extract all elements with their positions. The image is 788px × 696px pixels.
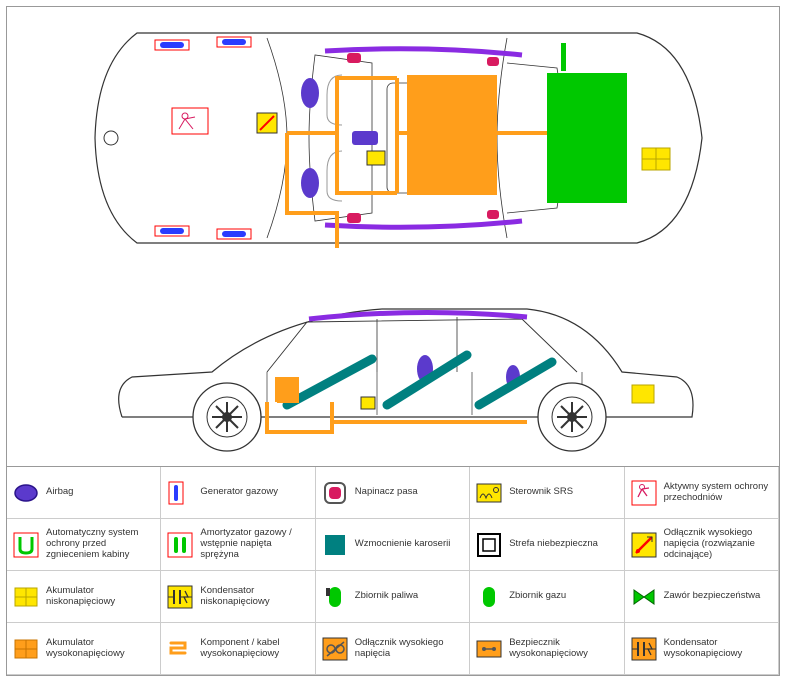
legend-pedestrian: Aktywny system ochrony przechodniów (625, 467, 779, 519)
legend-srs: Sterownik SRS (470, 467, 624, 519)
legend-fueltank: Zbiornik paliwa (316, 571, 470, 623)
legend-label: Zawór bezpieczeństwa (664, 591, 761, 602)
airbag-icon (11, 478, 41, 508)
legend-reinforce: Wzmocnienie karoserii (316, 519, 470, 571)
car-top-view (77, 13, 717, 263)
reinforce-icon (320, 530, 350, 560)
hvfuse-icon (474, 634, 504, 664)
legend-pretension: Napinacz pasa (316, 467, 470, 519)
legend-airbag: Airbag (7, 467, 161, 519)
danger-icon (474, 530, 504, 560)
legend-label: Zbiornik paliwa (355, 591, 418, 602)
legend-label: Automatyczny system ochrony przed zgniec… (46, 528, 156, 561)
hvdisc-icon (320, 634, 350, 664)
gastank-icon (474, 582, 504, 612)
legend-gasdamper: Amortyzator gazowy / wstępnie napięta sp… (161, 519, 315, 571)
hvcable-icon (165, 634, 195, 664)
pedestrian-icon (629, 478, 659, 508)
legend-label: Strefa niebezpieczna (509, 539, 598, 550)
car-diagrams (7, 7, 779, 467)
legend-label: Sterownik SRS (509, 487, 573, 498)
legend-hvcable: Komponent / kabel wysokonapięciowy (161, 623, 315, 675)
legend-hvcap: Kondensator wysokonapięciowy (625, 623, 779, 675)
legend-gasgen: Generator gazowy (161, 467, 315, 519)
legend-label: Komponent / kabel wysokonapięciowy (200, 638, 310, 660)
legend-lvbatt: Akumulator niskonapięciowy (7, 571, 161, 623)
legend-hvfuse: Bezpiecznik wysokonapięciowy (470, 623, 624, 675)
pretension-icon (320, 478, 350, 508)
legend-label: Akumulator niskonapięciowy (46, 586, 156, 608)
legend-hvbatt: Akumulator wysokonapięciowy (7, 623, 161, 675)
hvcap-icon (629, 634, 659, 664)
legend-label: Akumulator wysokonapięciowy (46, 638, 156, 660)
legend-danger: Strefa niebezpieczna (470, 519, 624, 571)
srs-icon (474, 478, 504, 508)
legend-label: Zbiornik gazu (509, 591, 566, 602)
car-side-view (77, 277, 717, 462)
legend-label: Kondensator wysokonapięciowy (664, 638, 774, 660)
fueltank-icon (320, 582, 350, 612)
legend-label: Wzmocnienie karoserii (355, 539, 451, 550)
legend-label: Amortyzator gazowy / wstępnie napięta sp… (200, 528, 310, 561)
lvcap-icon (165, 582, 195, 612)
legend-lvcap: Kondensator niskonapięciowy (161, 571, 315, 623)
legend-label: Airbag (46, 487, 73, 498)
legend-label: Aktywny system ochrony przechodniów (664, 482, 774, 504)
hvbatt-icon (11, 634, 41, 664)
legend-hvdisc_cut: Odłącznik wysokiego napięcia (rozwiązani… (625, 519, 779, 571)
lvbatt-icon (11, 582, 41, 612)
rollover-icon (11, 530, 41, 560)
legend-label: Bezpiecznik wysokonapięciowy (509, 638, 619, 660)
gasgen-icon (165, 478, 195, 508)
legend-rollover: Automatyczny system ochrony przed zgniec… (7, 519, 161, 571)
legend-label: Kondensator niskonapięciowy (200, 586, 310, 608)
legend-label: Odłącznik wysokiego napięcia (rozwiązani… (664, 528, 774, 561)
safvalve-icon (629, 582, 659, 612)
gasdamper-icon (165, 530, 195, 560)
legend-safvalve: Zawór bezpieczeństwa (625, 571, 779, 623)
legend-label: Odłącznik wysokiego napięcia (355, 638, 465, 660)
legend-grid: Airbag Generator gazowy Napinacz pasa St… (7, 467, 779, 675)
legend-label: Generator gazowy (200, 487, 278, 498)
legend-label: Napinacz pasa (355, 487, 418, 498)
legend-gastank: Zbiornik gazu (470, 571, 624, 623)
hvdisc_cut-icon (629, 530, 659, 560)
legend-hvdisc: Odłącznik wysokiego napięcia (316, 623, 470, 675)
rescue-sheet: Airbag Generator gazowy Napinacz pasa St… (6, 6, 780, 676)
